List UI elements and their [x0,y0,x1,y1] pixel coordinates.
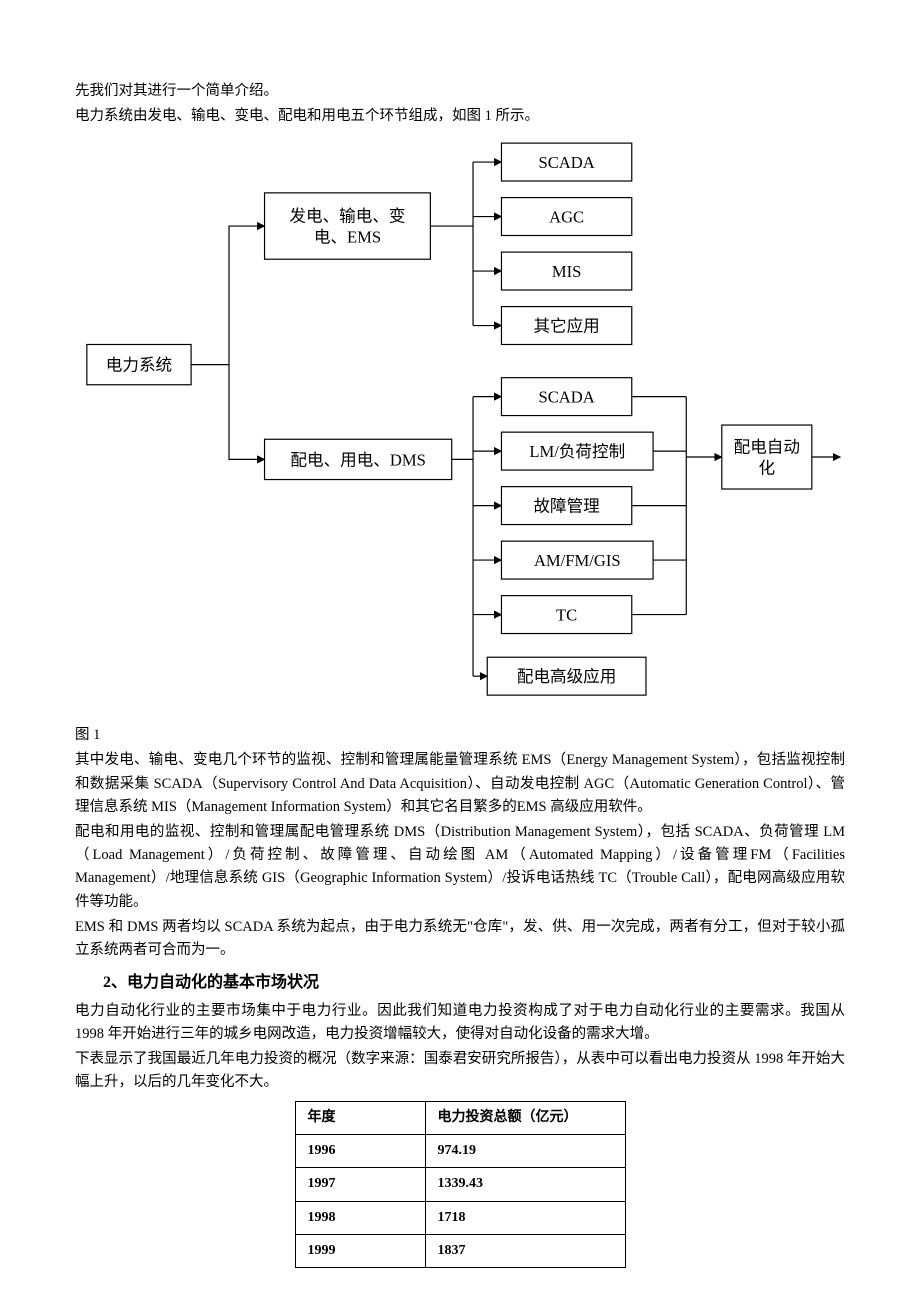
table-row: 19991837 [295,1235,625,1268]
svg-text:故障管理: 故障管理 [533,497,600,516]
svg-text:电、EMS: 电、EMS [314,228,381,247]
svg-text:电力系统: 电力系统 [106,356,172,375]
svg-text:配电、用电、DMS: 配电、用电、DMS [290,451,425,470]
svg-text:LM/负荷控制: LM/负荷控制 [529,442,625,461]
figure-1-flowchart: 电力系统 发电、输电、变电、EMS 配电、用电、DMS SCADA AGC MIS 其它应用… [75,136,845,712]
section-2-heading: 2、电力自动化的基本市场状况 [103,970,845,996]
svg-text:SCADA: SCADA [539,153,595,172]
investment-table: 年度 电力投资总额（亿元） 1996974.19 19971339.43 199… [295,1101,626,1269]
section2-p1: 电力自动化行业的主要市场集中于电力行业。因此我们知道电力投资构成了对于电力自动化… [75,1000,845,1046]
svg-text:化: 化 [759,459,776,478]
section2-p2: 下表显示了我国最近几年电力投资的概况（数字来源：国泰君安研究所报告），从表中可以… [75,1048,845,1094]
body-p2: 配电和用电的监视、控制和管理属配电管理系统 DMS（Distribution M… [75,821,845,914]
svg-text:TC: TC [556,606,577,625]
svg-text:AGC: AGC [549,208,584,227]
intro-line2: 电力系统由发电、输电、变电、配电和用电五个环节组成，如图 1 所示。 [75,105,845,128]
svg-text:配电自动: 配电自动 [734,438,800,457]
body-p1: 其中发电、输电、变电几个环节的监视、控制和管理属能量管理系统 EMS（Energ… [75,749,845,819]
table-header-row: 年度 电力投资总额（亿元） [295,1101,625,1134]
table-header-amount: 电力投资总额（亿元） [425,1101,625,1134]
svg-text:发电、输电、变: 发电、输电、变 [289,207,405,226]
body-p3: EMS 和 DMS 两者均以 SCADA 系统为起点，由于电力系统无"仓库"，发… [75,916,845,962]
table-row: 1996974.19 [295,1134,625,1167]
svg-text:配电高级应用: 配电高级应用 [517,667,616,686]
table-row: 19981718 [295,1201,625,1234]
svg-text:其它应用: 其它应用 [533,317,599,336]
intro-line1: 先我们对其进行一个简单介绍。 [75,80,845,103]
svg-text:MIS: MIS [552,262,581,281]
figure-caption: 图 1 [75,724,845,747]
table-header-year: 年度 [295,1101,425,1134]
table-row: 19971339.43 [295,1168,625,1201]
svg-text:SCADA: SCADA [539,388,595,407]
svg-text:AM/FM/GIS: AM/FM/GIS [534,551,621,570]
